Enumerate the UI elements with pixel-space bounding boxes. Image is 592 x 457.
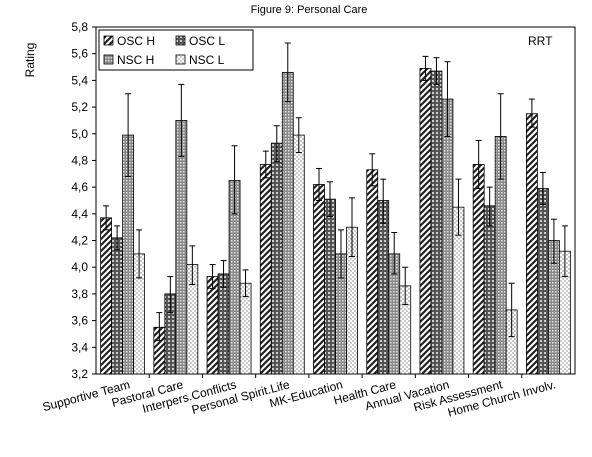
y-tick-label: 5,6	[71, 47, 88, 61]
bar-osc-h	[366, 169, 379, 375]
legend-label: NSC L	[189, 53, 225, 67]
bar-nsc-h	[175, 120, 188, 375]
y-tick-label: 3,4	[71, 340, 88, 354]
bar-osc-l	[270, 142, 283, 375]
legend-swatch	[103, 54, 114, 65]
bar-osc-l	[377, 200, 390, 375]
legend-swatch	[175, 54, 186, 65]
legend-label: OSC H	[117, 34, 155, 48]
legend-label: NSC H	[117, 53, 154, 67]
y-tick-label: 5,8	[71, 20, 88, 34]
y-tick-label: 4,0	[71, 260, 88, 274]
bar-series-group	[100, 42, 571, 378]
rrt-annotation: RRT	[528, 34, 553, 48]
y-tick-label: 3,8	[71, 287, 88, 301]
legend-swatch	[103, 35, 114, 46]
y-tick-label: 5,0	[71, 127, 88, 141]
legend: OSC H OSC L NSC H NSC L	[98, 29, 254, 71]
bar-nsc-l	[292, 134, 305, 375]
bar-osc-h	[100, 217, 113, 375]
y-axis: 3,2 3,4 3,6 3,8 4,0 4,2 4,4 4,6 4,8 5,0 5,2 5,4 5,6 5…	[71, 20, 96, 381]
bar-osc-h	[525, 113, 538, 375]
y-tick-label: 5,4	[71, 73, 88, 87]
bar-osc-h	[313, 184, 325, 375]
y-tick-label: 3,6	[71, 314, 88, 328]
legend-label: OSC L	[189, 34, 225, 48]
bar-osc-l	[483, 205, 496, 375]
bar-osc-l	[536, 188, 549, 375]
bar-osc-l	[217, 273, 230, 375]
bar-osc-l	[111, 237, 124, 375]
bar-osc-l	[430, 70, 443, 375]
bar-osc-l	[324, 198, 336, 375]
bar-osc-h	[206, 276, 219, 375]
y-axis-label: Rating	[23, 43, 37, 78]
chart-title: Figure 9: Personal Care	[251, 4, 368, 16]
bar-osc-h	[472, 164, 485, 375]
bar-nsc-h	[441, 98, 454, 375]
y-tick-label: 5,2	[71, 100, 88, 114]
bar-osc-h	[259, 164, 272, 375]
y-tick-label: 4,4	[71, 207, 88, 221]
legend-swatch	[175, 35, 186, 46]
y-tick-label: 4,8	[71, 153, 88, 167]
y-tick-label: 4,2	[71, 234, 88, 248]
y-tick-label: 3,2	[71, 367, 88, 381]
bar-nsc-h	[281, 71, 294, 375]
y-tick-label: 4,6	[71, 180, 88, 194]
bar-osc-h	[419, 67, 432, 375]
